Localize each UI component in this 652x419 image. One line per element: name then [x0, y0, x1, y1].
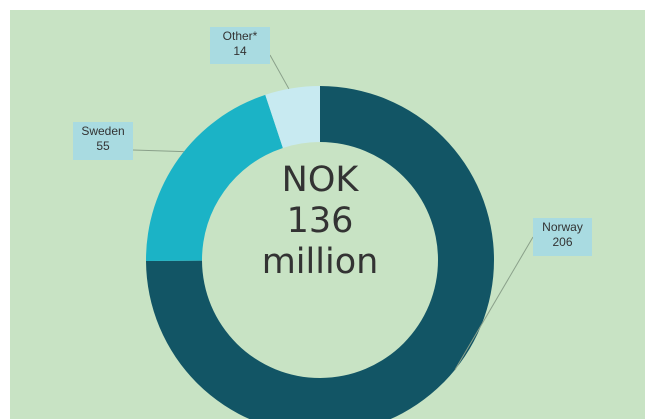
center-label-line3: million: [261, 242, 379, 282]
chart-area: Norway 206 Sweden 55 Other* 14 NOK 136 m…: [10, 10, 645, 419]
center-label-line1: NOK: [281, 160, 359, 200]
callout-norway-name: Norway: [542, 220, 583, 234]
donut-slice-norway: [146, 86, 494, 419]
donut-slice-sweden: [145, 94, 283, 261]
leader-line-other: [269, 54, 290, 90]
center-label: NOK 136 million: [170, 160, 470, 283]
leader-line-sweden: [132, 149, 184, 153]
center-label-line2: 136: [286, 201, 354, 241]
donut-slices: [145, 86, 494, 419]
callout-sweden-name: Sweden: [81, 124, 125, 138]
callout-norway: Norway 206: [533, 218, 592, 256]
leader-line-norway: [454, 236, 534, 371]
donut-chart: [132, 54, 534, 419]
callout-other-name: Other*: [222, 29, 258, 43]
callout-norway-value: 206: [552, 235, 573, 249]
callout-sweden: Sweden 55: [73, 122, 133, 160]
leader-lines: [132, 54, 534, 371]
donut-slice-other: [265, 86, 320, 148]
callout-other-value: 14: [233, 44, 247, 58]
callout-sweden-value: 55: [96, 139, 110, 153]
callout-other: Other* 14: [210, 27, 270, 64]
